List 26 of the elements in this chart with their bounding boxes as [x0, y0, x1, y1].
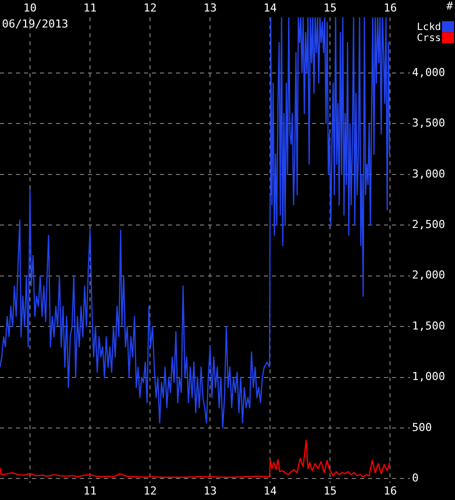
x2-tick-label: 15 [324, 1, 337, 14]
y-tick-label: 500 [412, 420, 432, 434]
annotation: 06/19/2013 [2, 18, 68, 31]
x-tick-label: 12 [143, 484, 157, 498]
x2-tick-label: 14 [264, 1, 278, 14]
x-tick-label: 13 [203, 484, 217, 498]
x-tick-label: 15 [324, 484, 337, 498]
x2-tick-label: 10 [23, 1, 37, 14]
x-tick-label: 14 [264, 484, 278, 498]
y-tick-label: 0 [412, 472, 419, 485]
x2-tick-label: 12 [143, 1, 157, 14]
x-tick-label: 16 [384, 484, 397, 498]
y-tick-label: 2,000 [412, 268, 446, 282]
legend-label: Crss [416, 32, 441, 44]
y-tick-label: 3,500 [412, 116, 446, 130]
x2-tick-label: 16 [384, 1, 397, 14]
x-tick-label: 11 [83, 484, 97, 498]
y-axis-title: # [446, 0, 454, 12]
y-tick-label: 1,000 [412, 370, 446, 384]
y-tick-label: 3,000 [412, 167, 446, 180]
y-tick-label: 1,500 [412, 319, 446, 332]
y-tick-label: 4,000 [412, 66, 446, 79]
x2-tick-label: 11 [83, 1, 97, 14]
x2-tick-label: 13 [203, 1, 217, 14]
legend-label: Lckd [416, 22, 441, 33]
y-tick-label: 2,500 [412, 218, 446, 232]
